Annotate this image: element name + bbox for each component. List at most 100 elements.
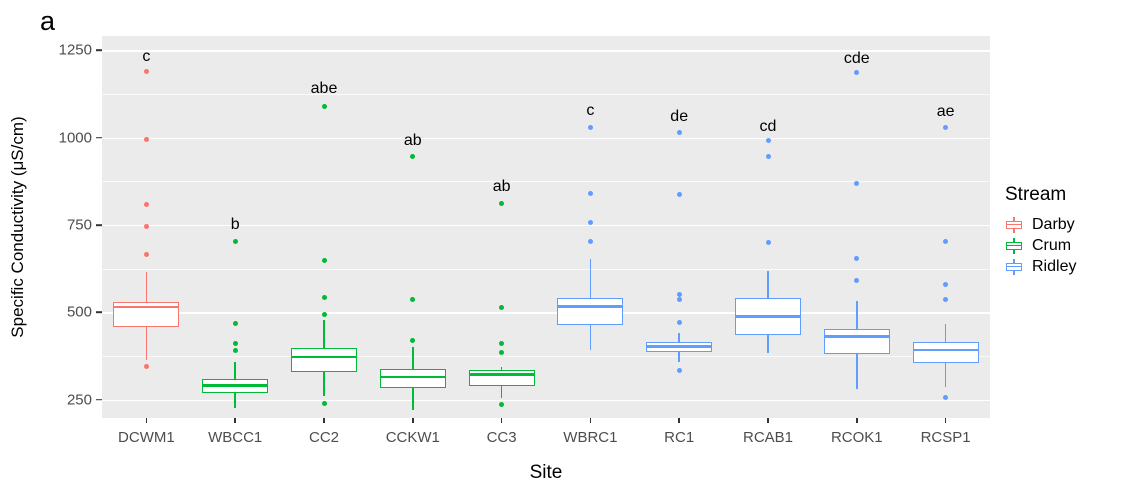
outlier-point-cc3	[499, 305, 505, 311]
y-tick-label: 250	[66, 391, 92, 409]
legend-key-boxplot-icon	[1005, 257, 1023, 276]
outlier-point-wbrc1	[587, 220, 593, 226]
y-tick-label: 750	[66, 216, 92, 234]
x-tick-mark	[234, 418, 236, 423]
upper-whisker-rcsp1	[944, 324, 947, 343]
lower-whisker-wbcc1	[234, 393, 236, 408]
outlier-point-dcwm1	[143, 252, 149, 258]
outlier-point-wbrc1	[587, 238, 593, 244]
lower-whisker-rc1	[678, 352, 680, 362]
legend-label: Darby	[1032, 215, 1075, 233]
upper-whisker-cc2	[323, 320, 325, 349]
significance-letter-rc1: de	[670, 108, 689, 126]
outlier-point-rcab1	[765, 240, 771, 246]
x-tick-label-wbcc1: WBCC1	[208, 429, 263, 446]
gridline-minor	[102, 181, 990, 183]
outlier-point-rcok1	[854, 278, 860, 284]
x-tick-mark	[767, 418, 769, 423]
outlier-point-rc1	[676, 296, 682, 302]
outlier-point-rcsp1	[943, 239, 949, 245]
upper-whisker-rcok1	[856, 300, 858, 329]
y-tick-mark	[96, 136, 102, 139]
median-wbrc1	[557, 305, 624, 308]
y-axis-title: Specific Conductivity (μS/cm)	[8, 116, 27, 338]
outlier-point-cc2	[321, 294, 327, 300]
significance-letter-cckw1: ab	[403, 132, 422, 150]
legend-item-darby: Darby	[1005, 215, 1123, 234]
lower-whisker-rcsp1	[944, 363, 947, 387]
outlier-point-wbrc1	[587, 124, 593, 130]
outlier-point-dcwm1	[143, 201, 149, 207]
gridline-major	[102, 399, 990, 402]
y-tick-mark	[96, 311, 102, 314]
panel-label: a	[40, 6, 56, 36]
outlier-point-dcwm1	[143, 364, 149, 370]
lower-whisker-wbrc1	[589, 325, 592, 350]
outlier-point-rcsp1	[943, 395, 949, 401]
x-tick-label-rcsp1: RCSP1	[920, 429, 971, 446]
median-cc2	[291, 355, 357, 359]
median-rc1	[646, 345, 713, 348]
y-tick-label: 1250	[58, 41, 92, 59]
legend: Stream Darby Crum Ridley	[1005, 184, 1123, 278]
median-cc3	[468, 373, 535, 376]
significance-letter-rcok1: cde	[843, 50, 870, 68]
outlier-point-cc2	[321, 400, 327, 406]
y-tick-label: 500	[66, 303, 92, 321]
median-dcwm1	[113, 305, 180, 309]
x-tick-label-rc1: RC1	[664, 429, 695, 446]
median-rcok1	[823, 335, 890, 338]
significance-letter-dcwm1: c	[142, 48, 151, 66]
legend-key-median	[1006, 244, 1022, 247]
y-tick-mark	[96, 224, 102, 226]
significance-letter-rcab1: cd	[759, 117, 777, 135]
gridline-minor	[102, 94, 990, 95]
box-dcwm1	[113, 301, 180, 328]
gridline-major	[102, 312, 990, 314]
outlier-point-dcwm1	[143, 224, 149, 230]
outlier-point-cc3	[499, 200, 505, 206]
outlier-point-cc3	[499, 341, 505, 347]
x-tick-label-rcab1: RCAB1	[742, 429, 794, 446]
outlier-point-rc1	[676, 320, 682, 326]
significance-letter-rcsp1: ae	[936, 103, 955, 121]
outlier-point-cc3	[499, 401, 505, 407]
gridline-minor	[102, 356, 990, 357]
x-tick-mark	[944, 418, 947, 423]
x-tick-label-cc3: CC3	[486, 429, 517, 446]
box-rcok1	[823, 328, 890, 355]
significance-letter-cc3: ab	[492, 178, 511, 196]
outlier-point-dcwm1	[143, 68, 149, 74]
gridline-major	[102, 225, 990, 227]
significance-letter-wbcc1: b	[230, 216, 240, 234]
x-tick-mark	[412, 418, 414, 423]
x-tick-mark	[856, 418, 858, 423]
legend-item-crum: Crum	[1005, 236, 1123, 255]
outlier-point-rcsp1	[943, 281, 949, 287]
plot-area: c b abe ab ab c de cd cde ae	[102, 36, 990, 418]
outlier-point-wbcc1	[232, 239, 238, 245]
outlier-point-wbcc1	[232, 348, 238, 354]
legend-key-boxplot-icon	[1005, 236, 1023, 255]
outlier-point-wbcc1	[232, 321, 238, 327]
upper-whisker-rcab1	[767, 270, 769, 299]
outlier-point-cc2	[321, 258, 327, 264]
significance-letter-cc2: abe	[310, 79, 338, 97]
x-tick-mark	[589, 418, 592, 423]
legend-key-median	[1006, 265, 1022, 268]
upper-whisker-rc1	[678, 333, 680, 343]
outlier-point-rcok1	[854, 255, 860, 261]
legend-title: Stream	[1005, 184, 1067, 205]
outlier-point-wbcc1	[232, 340, 238, 346]
outlier-point-wbrc1	[587, 191, 593, 197]
lower-whisker-rcab1	[767, 334, 769, 354]
median-cckw1	[379, 375, 446, 378]
box-cckw1	[379, 369, 446, 388]
outlier-point-rc1	[676, 291, 682, 297]
upper-whisker-wbrc1	[589, 258, 592, 298]
gridline-major	[102, 50, 990, 52]
outlier-point-rcok1	[854, 69, 860, 75]
outlier-point-cc3	[499, 350, 505, 356]
y-tick-label: 1000	[58, 129, 92, 147]
